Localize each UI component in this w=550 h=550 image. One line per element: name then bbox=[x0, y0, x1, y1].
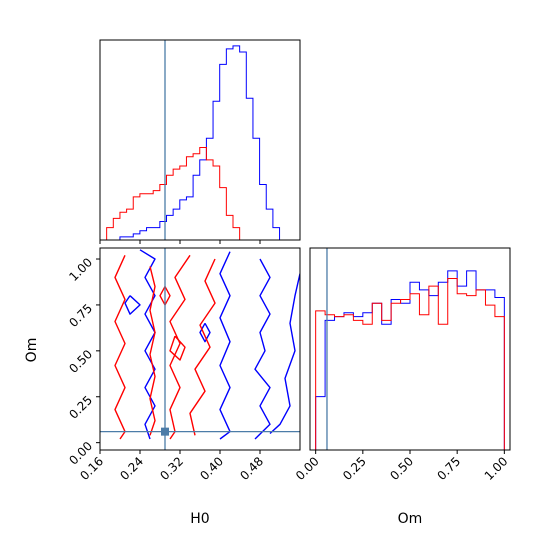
om-hist-frame bbox=[309, 247, 511, 451]
om-hist-series-blue bbox=[315, 270, 505, 450]
joint-y-tick-label: 0.50 bbox=[66, 347, 95, 376]
om-hist-series-red bbox=[315, 277, 505, 450]
h0-histogram-panel bbox=[99, 39, 301, 244]
om-histogram-panel: 0.00 0.25 0.50 0.75 1.00 bbox=[293, 247, 511, 483]
contour-red-3 bbox=[149, 266, 156, 436]
contour-red-0 bbox=[114, 255, 126, 440]
om-x-tick-label: 0.25 bbox=[340, 454, 369, 483]
om-axis-label: Om bbox=[398, 511, 423, 527]
om-x-tick-label: 0.50 bbox=[387, 454, 416, 483]
om-y-axis-label: Om bbox=[24, 338, 40, 363]
contour-blue-0 bbox=[139, 249, 156, 440]
h0-hist-series-blue bbox=[100, 45, 300, 241]
contour-blue-3 bbox=[269, 273, 300, 435]
om-x-tick-label: 0.75 bbox=[434, 454, 463, 483]
contour-blue-5 bbox=[199, 322, 211, 343]
contour-blue-2 bbox=[254, 258, 271, 440]
contour-blue-4 bbox=[124, 295, 141, 315]
joint-x-tick-label: 0.32 bbox=[157, 454, 186, 483]
contour-blue-1 bbox=[219, 251, 231, 440]
contour-red-1 bbox=[169, 254, 191, 440]
joint-y-tick-label: 0.75 bbox=[66, 301, 95, 330]
joint-x-tick-label: 0.48 bbox=[237, 454, 266, 483]
contour-red-2 bbox=[189, 258, 216, 436]
h0-hist-frame bbox=[99, 39, 301, 241]
joint-x-tick-label: 0.24 bbox=[117, 454, 146, 483]
joint-x-tick-label: 0.40 bbox=[197, 454, 226, 483]
joint-y-tick-label: 0.25 bbox=[66, 393, 95, 422]
om-x-tick-label: 1.00 bbox=[482, 454, 511, 483]
joint-truth-marker bbox=[161, 427, 169, 436]
joint-contour-panel: 0.16 0.24 0.32 0.40 0.480.000.250.500.751.00 bbox=[66, 247, 301, 483]
joint-y-tick-label: 1.00 bbox=[66, 255, 95, 284]
om-x-tick-label: 0.00 bbox=[293, 454, 322, 483]
contour-red-4 bbox=[169, 335, 186, 361]
h0-axis-label: H0 bbox=[190, 511, 209, 527]
joint-frame bbox=[99, 247, 301, 451]
joint-contour-group bbox=[114, 249, 300, 440]
